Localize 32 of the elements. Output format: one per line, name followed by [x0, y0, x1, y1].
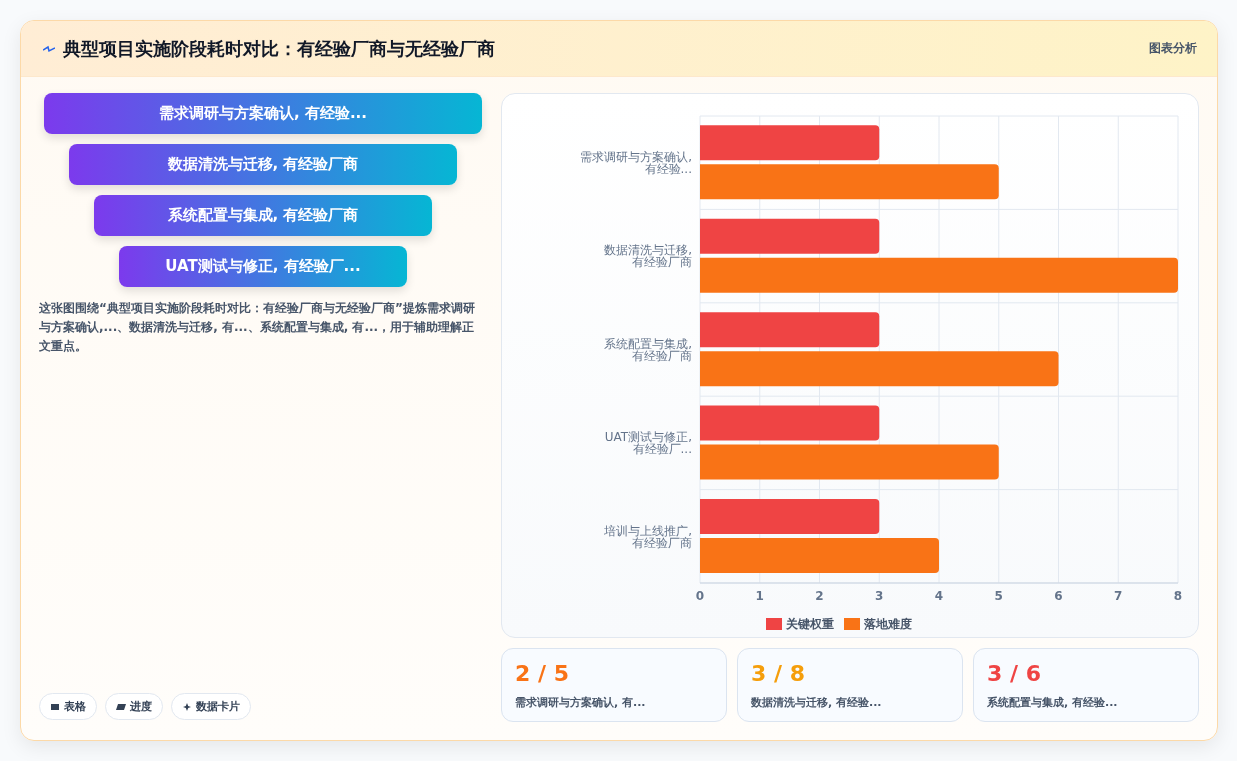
x-tick-label: 0 — [695, 588, 705, 603]
text: 数据卡片 — [171, 693, 251, 720]
text: 数据清洗与迁移, 有经验... — [751, 695, 882, 710]
legend-label: 关键权重 — [786, 617, 834, 631]
text: 需求调研与方案确认, 有经验... — [44, 93, 482, 134]
x-tick-label: 4 — [934, 588, 944, 603]
x-tick-label: 7 — [1114, 588, 1123, 603]
y-tick-label: 系统配置与集成, 有经验厂商 — [604, 336, 692, 363]
text: 系统配置与集成, 有经验厂商 — [94, 195, 432, 236]
text: 表格 — [39, 693, 97, 720]
text: 3 / 8 — [751, 661, 805, 686]
x-tick-label: 3 — [875, 588, 884, 603]
x-tick-label: 5 — [994, 588, 1003, 603]
x-tick-label: 8 — [1173, 588, 1183, 603]
text: 图表分析 — [1149, 40, 1197, 57]
text: 数据清洗与迁移, 有经验厂商 — [69, 144, 457, 185]
text: 这张图围绕“典型项目实施阶段耗时对比：有经验厂商与无经验厂商”提炼需求调研与方案确认,...、数据清洗与迁移, 有...、系统配置与集成, 有...，用于辅助理解正文重点。 — [39, 300, 476, 355]
x-tick-label: 1 — [755, 588, 764, 603]
text: UAT测试与修正, 有经验厂... — [119, 246, 407, 287]
y-tick-label: 培训与上线推广, 有经验厂商 — [603, 523, 692, 550]
text: 3 / 6 — [987, 661, 1041, 686]
x-tick-label: 2 — [815, 588, 824, 603]
x-tick-label: 6 — [1054, 588, 1063, 603]
text: 系统配置与集成, 有经验... — [987, 695, 1118, 710]
text: 2 / 5 — [515, 661, 569, 686]
text: 进度 — [105, 693, 163, 720]
y-tick-label: UAT测试与修正, 有经验厂... — [604, 430, 692, 457]
text: 典型项目实施阶段耗时对比：有经验厂商与无经验厂商 — [63, 36, 495, 61]
y-tick-label: 需求调研与方案确认, 有经验... — [580, 149, 692, 176]
text: 需求调研与方案确认, 有... — [515, 695, 646, 710]
y-tick-label: 数据清洗与迁移, 有经验厂商 — [604, 243, 692, 270]
legend-label: 落地难度 — [864, 617, 912, 631]
